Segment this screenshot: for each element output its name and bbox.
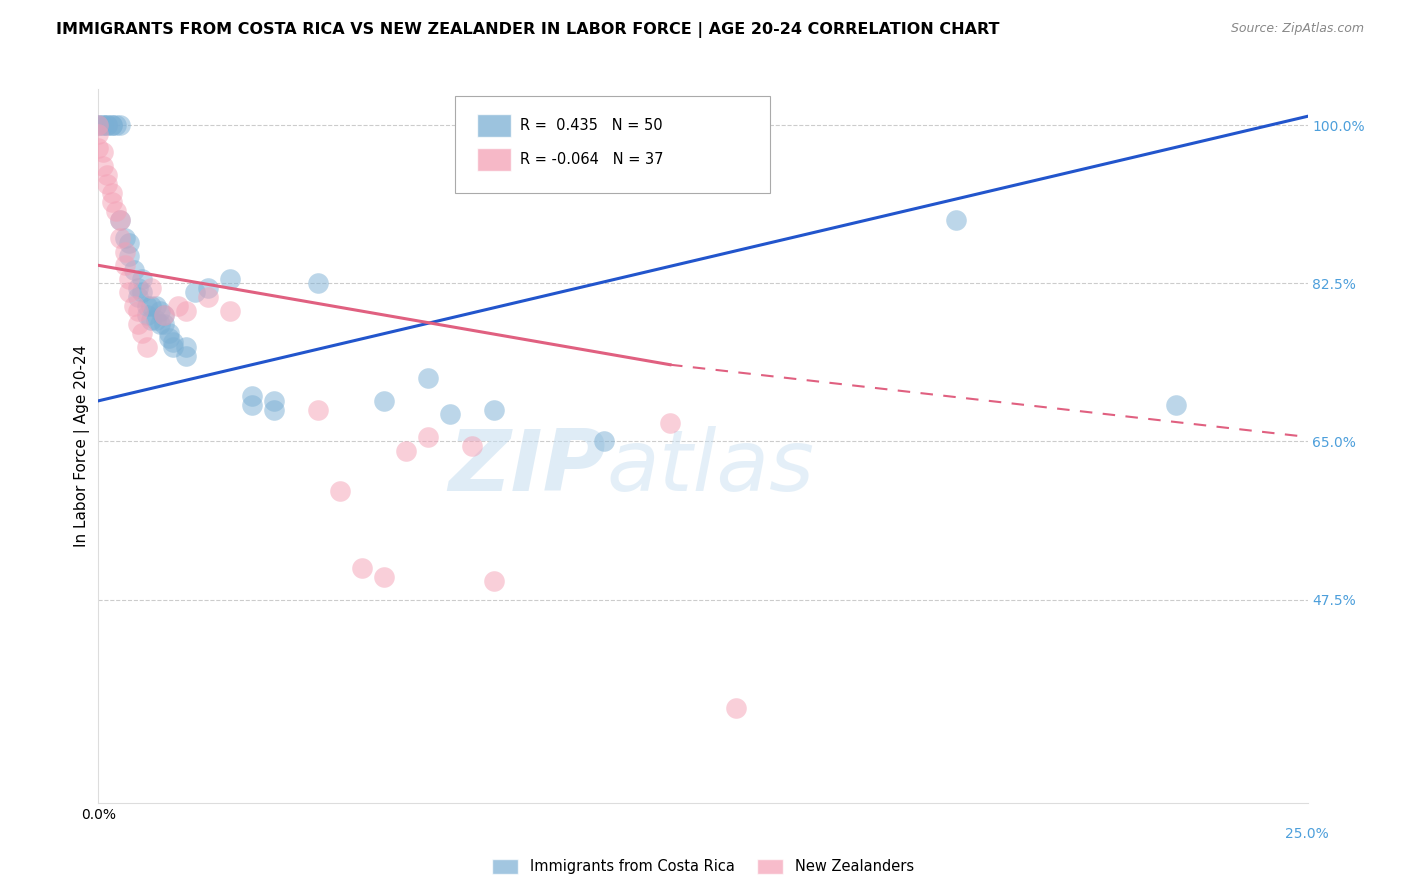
Point xyxy=(145,312,167,326)
Bar xyxy=(477,148,510,171)
Point xyxy=(135,308,157,322)
Point xyxy=(352,561,374,575)
Point xyxy=(100,186,122,200)
Point xyxy=(110,213,132,227)
Point xyxy=(197,290,219,304)
Text: R = -0.064   N = 37: R = -0.064 N = 37 xyxy=(520,153,664,168)
Point xyxy=(176,349,198,363)
Point xyxy=(135,299,157,313)
Point xyxy=(100,195,122,210)
Point xyxy=(91,119,114,133)
Point xyxy=(131,272,153,286)
Point xyxy=(482,574,505,589)
Point xyxy=(91,159,114,173)
Text: IMMIGRANTS FROM COSTA RICA VS NEW ZEALANDER IN LABOR FORCE | AGE 20-24 CORRELATI: IMMIGRANTS FROM COSTA RICA VS NEW ZEALAN… xyxy=(56,22,1000,38)
Point xyxy=(87,119,110,133)
Point xyxy=(118,285,141,300)
Point xyxy=(87,119,110,133)
Point xyxy=(461,439,484,453)
Point xyxy=(157,326,180,340)
Point xyxy=(127,290,149,304)
Point xyxy=(105,204,128,219)
Point xyxy=(307,277,329,291)
Point xyxy=(184,285,207,300)
Point xyxy=(418,430,440,444)
Point xyxy=(418,371,440,385)
Point xyxy=(439,408,461,422)
Point xyxy=(91,119,114,133)
Point xyxy=(659,417,682,431)
Point xyxy=(263,393,285,408)
Point xyxy=(127,281,149,295)
Point xyxy=(118,272,141,286)
Point xyxy=(240,389,263,403)
Point xyxy=(176,303,198,318)
Text: 25.0%: 25.0% xyxy=(1285,827,1329,841)
Point xyxy=(105,119,128,133)
Point xyxy=(114,244,136,259)
Point xyxy=(122,263,145,277)
Point xyxy=(96,168,118,182)
Point xyxy=(100,119,122,133)
Point xyxy=(157,330,180,344)
Point xyxy=(219,303,242,318)
Point xyxy=(91,145,114,160)
Legend: Immigrants from Costa Rica, New Zealanders: Immigrants from Costa Rica, New Zealande… xyxy=(486,853,920,880)
Point xyxy=(145,299,167,313)
Point xyxy=(153,308,176,322)
Point xyxy=(87,119,110,133)
Point xyxy=(373,393,395,408)
Text: R =  0.435   N = 50: R = 0.435 N = 50 xyxy=(520,118,664,133)
Point xyxy=(131,285,153,300)
Point xyxy=(96,177,118,191)
Text: Source: ZipAtlas.com: Source: ZipAtlas.com xyxy=(1230,22,1364,36)
Point xyxy=(149,303,172,318)
Point xyxy=(118,249,141,263)
Point xyxy=(96,119,118,133)
Point xyxy=(127,317,149,331)
Point xyxy=(373,570,395,584)
Point xyxy=(162,335,184,350)
Point xyxy=(329,484,352,499)
Point xyxy=(131,326,153,340)
Point xyxy=(87,128,110,142)
Point xyxy=(263,402,285,417)
Point xyxy=(219,272,242,286)
Point xyxy=(96,119,118,133)
Point xyxy=(118,235,141,250)
Point xyxy=(114,258,136,272)
Point xyxy=(166,299,188,313)
Point xyxy=(110,213,132,227)
Point xyxy=(162,340,184,354)
Point xyxy=(87,141,110,155)
Point xyxy=(153,308,176,322)
Point xyxy=(240,398,263,412)
Text: ZIP: ZIP xyxy=(449,425,606,509)
Point xyxy=(135,340,157,354)
Point xyxy=(149,317,172,331)
FancyBboxPatch shape xyxy=(456,96,769,193)
Point xyxy=(127,303,149,318)
Point xyxy=(724,701,747,715)
Point xyxy=(593,434,616,449)
Point xyxy=(945,213,967,227)
Text: atlas: atlas xyxy=(606,425,814,509)
Point xyxy=(141,312,163,326)
Point xyxy=(122,299,145,313)
Point xyxy=(110,119,132,133)
Point xyxy=(153,317,176,331)
Point xyxy=(1164,398,1187,412)
Point xyxy=(100,119,122,133)
Point xyxy=(141,299,163,313)
Point xyxy=(176,340,198,354)
Point xyxy=(482,402,505,417)
Point xyxy=(114,231,136,245)
Y-axis label: In Labor Force | Age 20-24: In Labor Force | Age 20-24 xyxy=(75,345,90,547)
Point xyxy=(307,402,329,417)
Point xyxy=(197,281,219,295)
Point xyxy=(395,443,418,458)
Bar xyxy=(477,114,510,137)
Point xyxy=(110,231,132,245)
Point xyxy=(141,281,163,295)
